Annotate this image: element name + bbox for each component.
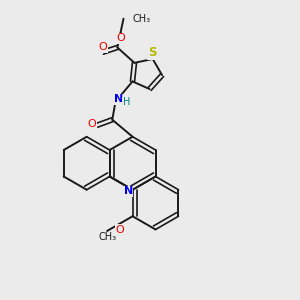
- Text: O: O: [117, 33, 125, 43]
- Text: N: N: [114, 94, 123, 104]
- Text: CH₃: CH₃: [132, 14, 151, 24]
- Text: CH₃: CH₃: [98, 232, 116, 242]
- Text: O: O: [98, 42, 107, 52]
- Text: S: S: [148, 46, 156, 59]
- Text: N: N: [124, 186, 133, 196]
- Text: O: O: [116, 225, 124, 235]
- Text: O: O: [87, 119, 96, 129]
- Text: H: H: [123, 97, 130, 107]
